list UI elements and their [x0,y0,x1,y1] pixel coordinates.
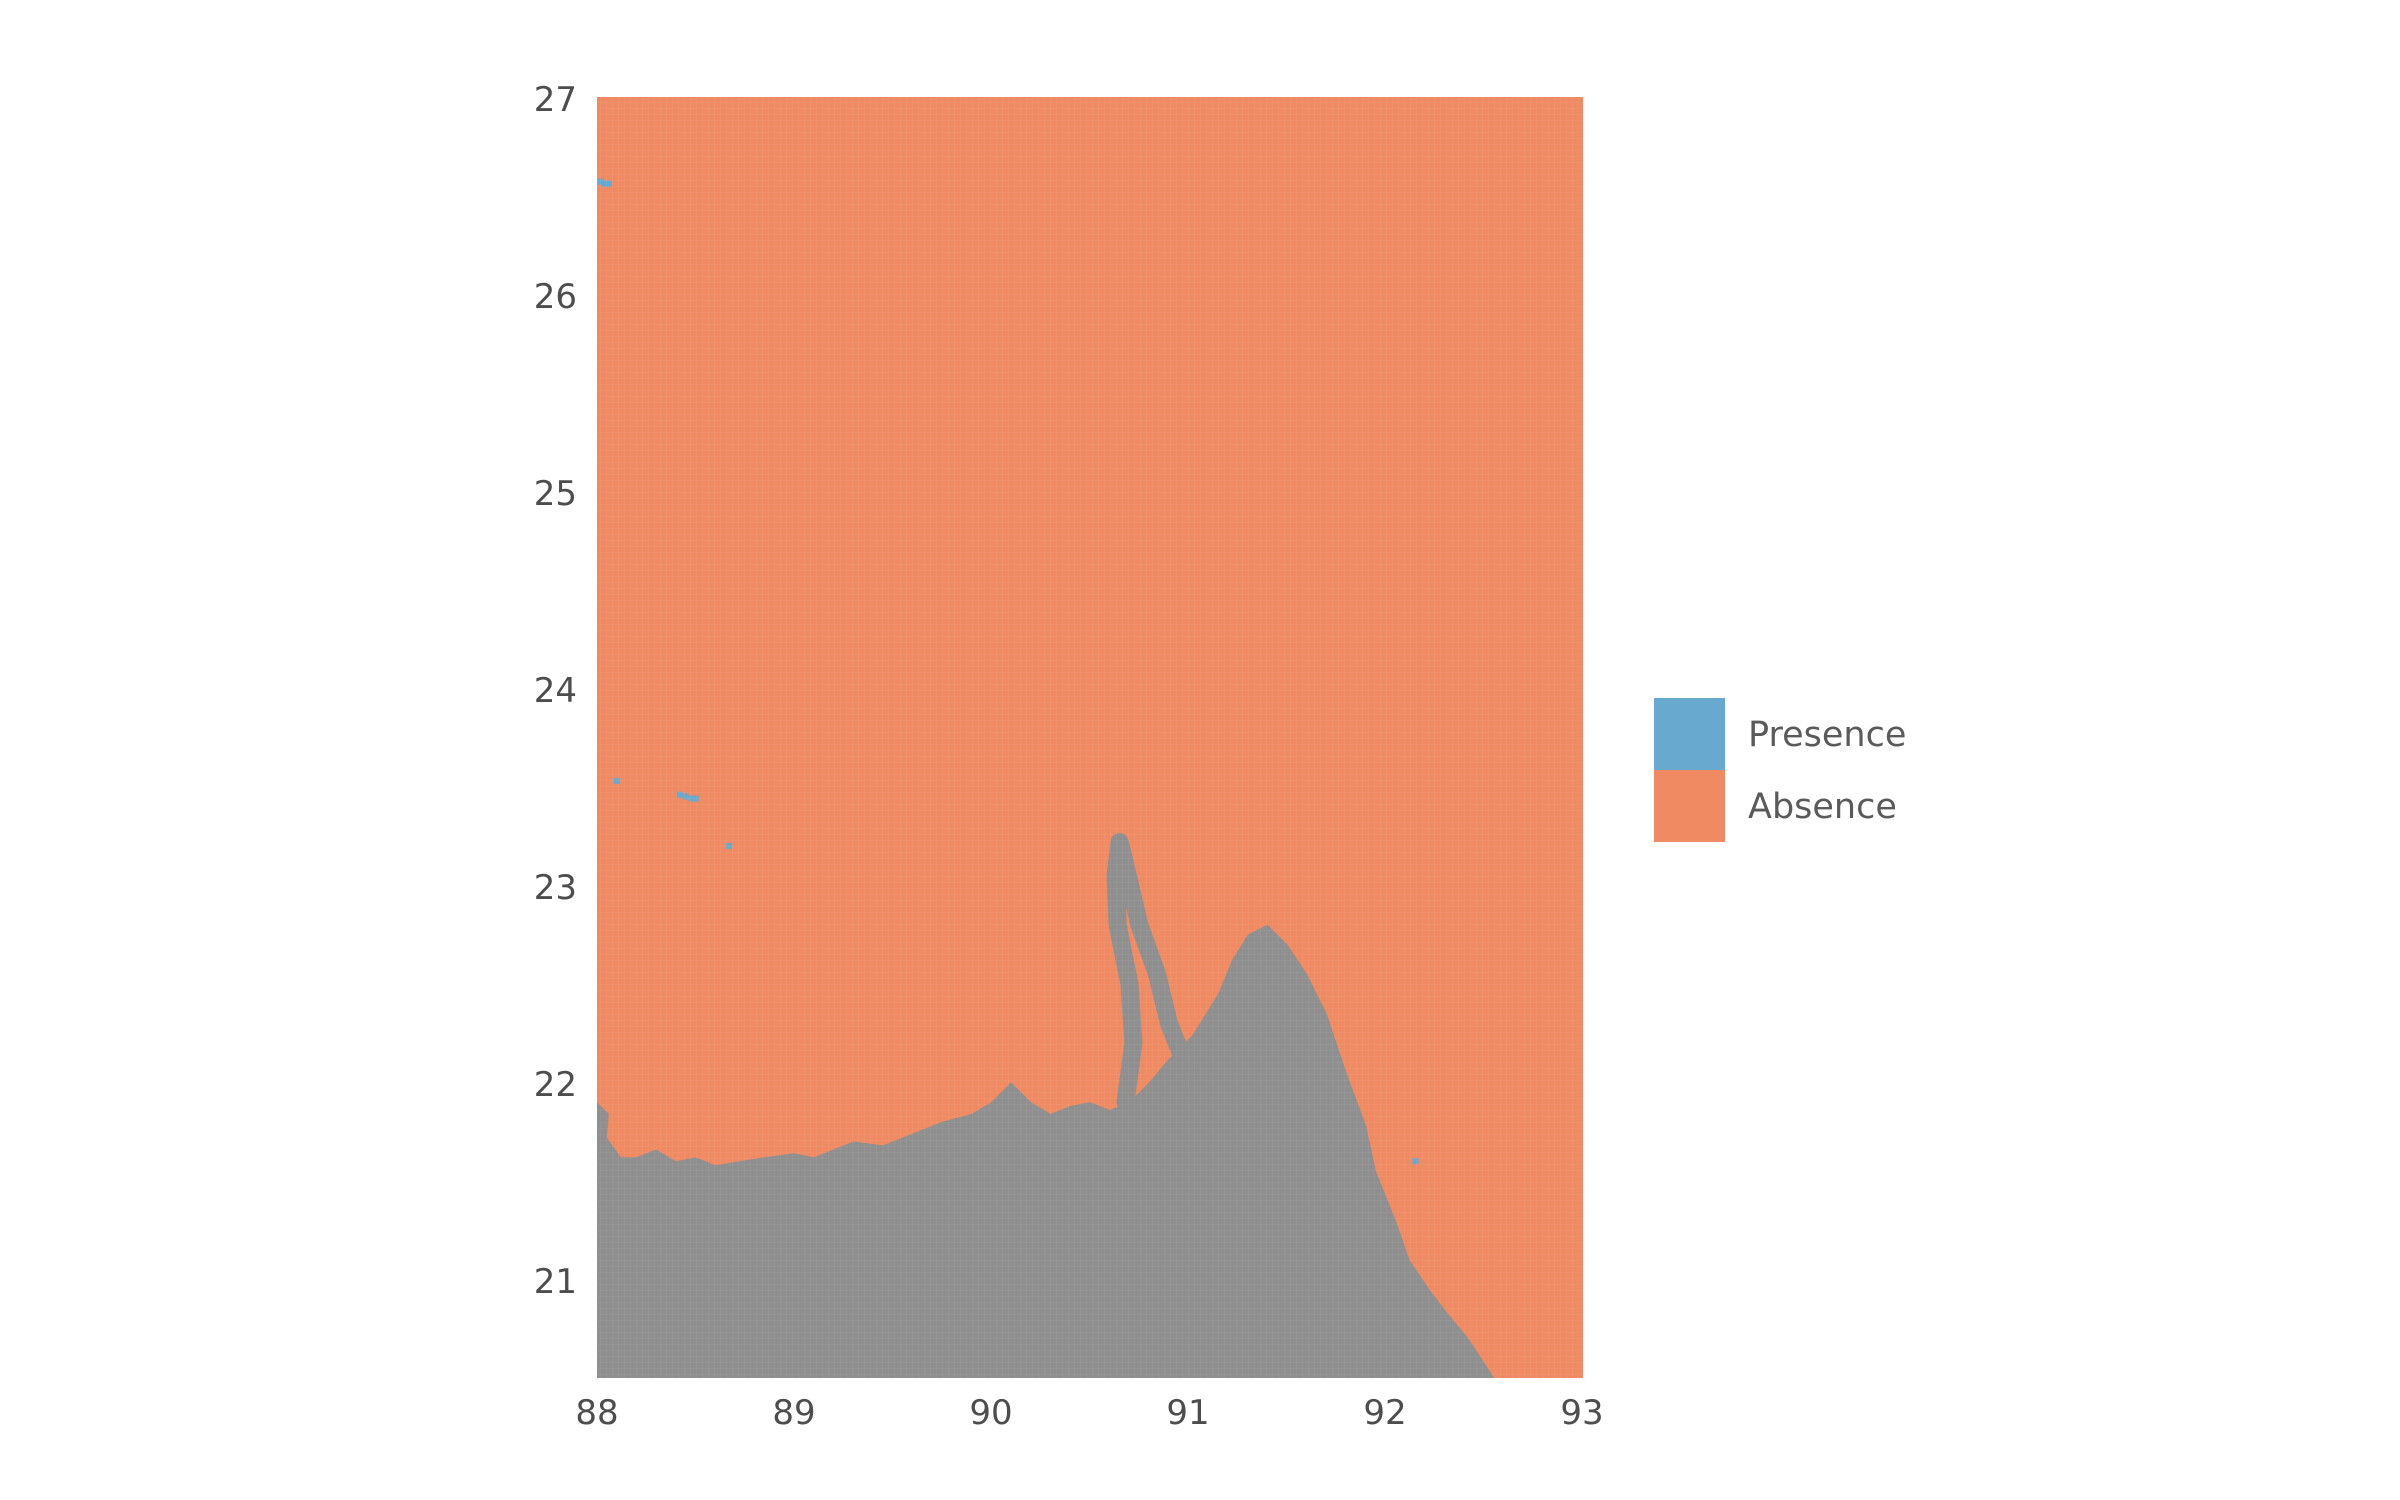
raster-grid-texture [597,97,1583,1378]
x-axis: 88 89 90 91 92 93 [575,1393,1603,1433]
y-tick-label: 22 [534,1065,577,1105]
x-tick-label: 92 [1363,1393,1406,1433]
y-tick-label: 26 [534,277,577,317]
x-tick-label: 89 [772,1393,815,1433]
legend-label-absence: Absence [1748,787,1897,827]
legend: Presence Absence [1654,698,1906,842]
y-axis: 21 22 23 24 25 26 27 [534,80,577,1302]
legend-label-presence: Presence [1748,715,1906,755]
y-tick-label: 25 [534,474,577,514]
y-tick-label: 24 [534,671,577,711]
y-tick-label: 27 [534,80,577,120]
map-panel [597,97,1583,1378]
legend-swatch-presence [1654,698,1725,770]
x-tick-label: 90 [969,1393,1012,1433]
y-tick-label: 21 [534,1262,577,1302]
x-tick-label: 93 [1560,1393,1603,1433]
legend-swatch-absence [1654,770,1725,842]
x-tick-label: 91 [1166,1393,1209,1433]
x-tick-label: 88 [575,1393,618,1433]
y-tick-label: 23 [534,868,577,908]
